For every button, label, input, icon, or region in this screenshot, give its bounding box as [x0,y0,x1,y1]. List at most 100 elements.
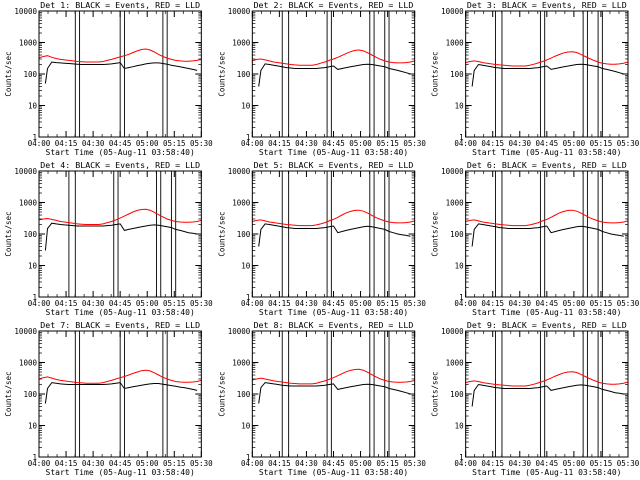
y-tick-label: 10 [455,102,465,111]
panel-det-6: Det 6: BLACK = Events, RED = LLD 1 10 100 10… [431,160,640,317]
y-tick-label: 1 [459,453,464,462]
plot-frame [251,170,416,298]
y-tick-label: 10000 [228,327,251,336]
panel-title: Det 3: BLACK = Events, RED = LLD [467,0,627,10]
x-tick-label: 05:15 [376,299,399,308]
y-tick-label: 10000 [441,327,464,336]
x-tick-label: 05:30 [403,299,426,308]
x-tick-label: 04:00 [28,459,51,468]
series-events-line [44,382,198,404]
x-tick-label: 05:15 [590,299,613,308]
panel-det-7: Det 7: BLACK = Events, RED = LLD 1 10 100 10… [4,320,213,477]
plot-frame [38,170,202,298]
series-lld-line [465,51,629,67]
x-tick-label: 05:15 [163,299,186,308]
y-tick-label: 1000 [19,39,38,48]
panel-det-8: Det 8: BLACK = Events, RED = LLD 1 10 100 10… [217,320,426,477]
y-axis-label: Counts/sec [431,211,440,256]
panel-det-5: Det 5: BLACK = Events, RED = LLD 1 10 100 10… [217,160,426,317]
x-tick-label: 04:00 [454,139,477,148]
x-tick-label: 04:00 [454,459,477,468]
x-tick-label: 05:00 [563,139,586,148]
y-axis-label: Counts/sec [217,211,226,256]
x-tick-label: 04:00 [28,139,51,148]
y-tick-label: 10000 [14,327,37,336]
x-axis-label: Start Time (05-Aug-11 03:58:40) [472,308,621,317]
series-events-line [258,382,411,404]
y-tick-label: 100 [237,70,251,79]
panel-title: Det 4: BLACK = Events, RED = LLD [40,160,200,170]
panel-title: Det 2: BLACK = Events, RED = LLD [254,0,414,10]
x-tick-label: 04:45 [322,139,345,148]
series-lld-line [252,368,415,385]
x-axis-label: Start Time (05-Aug-11 03:58:40) [259,308,408,317]
x-tick-label: 05:00 [349,139,372,148]
x-tick-label: 04:30 [82,139,105,148]
x-axis-label: Start Time (05-Aug-11 03:58:40) [46,308,195,317]
x-tick-label: 05:00 [136,459,159,468]
series-lld-line [465,371,629,387]
series-events-line [258,63,411,87]
panel-det-1: Det 1: BLACK = Events, RED = LLD 1 10 100 10… [4,0,213,157]
y-tick-label: 10 [241,422,251,431]
y-axis-label: Counts/sec [4,211,13,256]
x-tick-label: 05:15 [590,139,613,148]
series-events-line [471,383,624,407]
y-axis-label: Counts/sec [431,371,440,416]
y-tick-label: 10 [28,102,38,111]
panel-title: Det 5: BLACK = Events, RED = LLD [254,160,414,170]
y-tick-label: 10 [241,262,251,271]
y-tick-label: 1000 [446,199,465,208]
y-tick-label: 1000 [446,359,465,368]
panel-det-3: Det 3: BLACK = Events, RED = LLD 1 10 100 10… [431,0,640,157]
y-tick-label: 1 [459,293,464,302]
x-tick-label: 04:45 [109,459,132,468]
y-tick-label: 1000 [232,359,251,368]
x-tick-label: 04:45 [109,139,132,148]
x-axis-label: Start Time (05-Aug-11 03:58:40) [46,148,195,157]
x-axis-label: Start Time (05-Aug-11 03:58:40) [46,468,195,477]
panel-title: Det 1: BLACK = Events, RED = LLD [40,0,200,10]
x-tick-label: 05:15 [163,459,186,468]
x-tick-label: 04:45 [536,299,559,308]
y-tick-label: 1 [32,293,37,302]
x-tick-label: 04:30 [295,139,318,148]
x-tick-label: 05:30 [617,459,640,468]
y-tick-label: 100 [23,230,37,239]
y-tick-label: 10000 [228,167,251,176]
x-tick-label: 04:00 [241,299,264,308]
x-tick-label: 04:15 [268,139,291,148]
panel-title: Det 6: BLACK = Events, RED = LLD [467,160,627,170]
x-tick-label: 04:15 [481,299,504,308]
x-axis-label: Start Time (05-Aug-11 03:58:40) [472,468,621,477]
y-tick-label: 1 [459,133,464,142]
series-lld-line [38,369,202,384]
y-axis-label: Counts/sec [431,51,440,96]
x-tick-label: 05:30 [617,299,640,308]
x-tick-label: 04:15 [55,139,78,148]
x-tick-label: 05:30 [190,139,213,148]
y-tick-label: 100 [450,70,464,79]
x-tick-label: 04:30 [295,299,318,308]
x-tick-label: 04:00 [454,299,477,308]
x-tick-label: 04:30 [295,459,318,468]
y-tick-label: 1 [32,453,37,462]
y-tick-label: 10000 [14,7,37,16]
x-tick-label: 05:15 [376,139,399,148]
panel-det-4: Det 4: BLACK = Events, RED = LLD 1 10 100 10… [4,160,213,317]
plot-frame [465,10,629,138]
y-tick-label: 10000 [441,7,464,16]
y-tick-label: 100 [450,230,464,239]
x-tick-label: 04:45 [322,459,345,468]
y-tick-label: 100 [23,390,37,399]
y-tick-label: 1 [246,133,251,142]
x-tick-label: 05:30 [403,459,426,468]
series-lld-line [252,209,415,227]
x-tick-label: 05:00 [563,299,586,308]
plot-frame [465,330,629,458]
series-events-line [471,223,624,247]
x-tick-label: 04:00 [241,139,264,148]
y-tick-label: 10000 [441,167,464,176]
series-events-line [44,61,198,84]
x-tick-label: 05:15 [376,459,399,468]
